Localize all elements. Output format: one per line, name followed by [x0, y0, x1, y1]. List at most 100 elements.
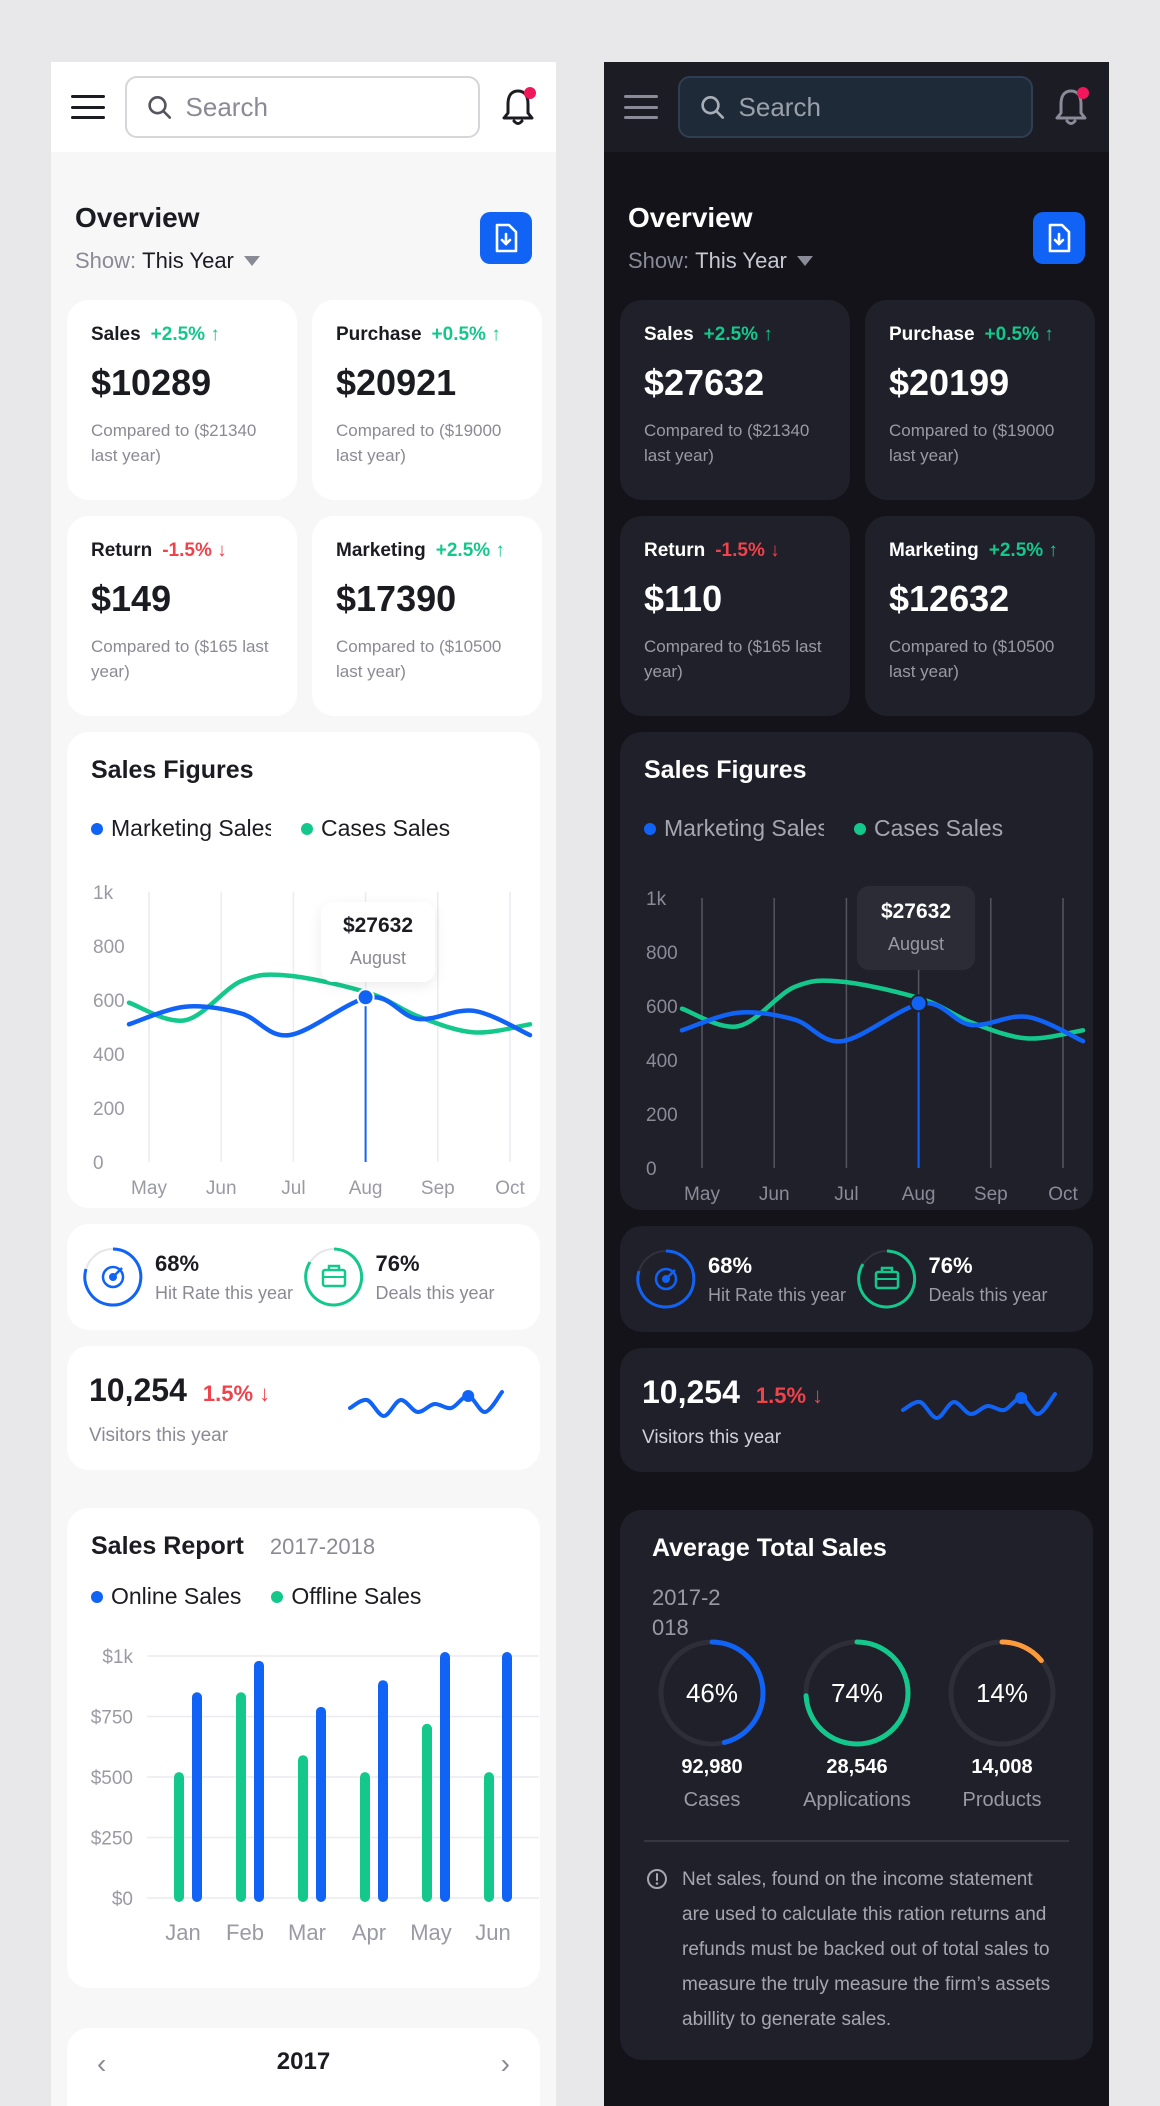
stat-compare: Compared to ($19000 last year): [889, 421, 1055, 465]
average-total-sales-card: Average Total Sales 2017-2018 46% 92,980…: [620, 1510, 1093, 2060]
sales-figures-chart[interactable]: May Jun Jul Aug Sep Oct 0 200 400 600 800 1k: [630, 878, 1088, 1208]
x-tick-label: Apr: [352, 1920, 386, 1945]
visitors-label: Visitors this year: [89, 1425, 229, 1446]
legend-item-cases[interactable]: Cases Sales: [301, 815, 451, 842]
top-bar: [604, 62, 1109, 152]
kpi-hit-rate[interactable]: 68% Hit Rate this year: [636, 1249, 857, 1309]
kpi-percent: 68%: [155, 1250, 200, 1276]
notification-dot: [524, 87, 536, 99]
legend-item-online[interactable]: Online Sales: [91, 1583, 241, 1610]
bar-offline: [360, 1772, 370, 1902]
kpi-deals[interactable]: 76% Deals this year: [303, 1247, 525, 1307]
visitors-change: 1.5% ↓: [202, 1381, 271, 1406]
x-tick-label: Sep: [974, 1184, 1008, 1205]
legend-item-marketing[interactable]: Marketing Sales: [91, 815, 271, 842]
top-bar: [51, 62, 556, 152]
stat-label: Marketing: [336, 540, 426, 561]
search-input[interactable]: [185, 91, 458, 123]
stat-card-purchase[interactable]: Purchase +0.5% ↑ $20921 Compared to ($190…: [312, 300, 542, 500]
x-tick-label: Jul: [281, 1178, 305, 1199]
avg-ring-applications[interactable]: 74% 28,546 Applications: [787, 1638, 927, 1812]
kpi-percent: 76%: [375, 1250, 420, 1276]
x-tick-label: May: [684, 1184, 720, 1205]
stat-card-marketing[interactable]: Marketing +2.5% ↑ $17390 Compared to ($10…: [312, 516, 542, 716]
y-tick-label: $500: [91, 1768, 133, 1789]
sales-figures-chart[interactable]: May Jun Jul Aug Sep Oct 0 200 400 600 800 1k: [77, 872, 535, 1202]
divider: [644, 1840, 1069, 1842]
search-box[interactable]: [125, 76, 480, 138]
page-title: Overview: [628, 202, 753, 233]
stat-card-return[interactable]: Return -1.5% ↓ $110 Compared to ($165 las…: [620, 516, 850, 716]
chart-legend: Online Sales Offline Sales: [91, 1583, 516, 1610]
legend-dot: [301, 822, 313, 835]
calendar-next-button[interactable]: ›: [500, 2048, 510, 2079]
stat-change: +2.5% ↑: [150, 324, 220, 345]
card-title: Sales Report: [91, 1532, 244, 1560]
stat-card-sales[interactable]: Sales +2.5% ↑ $10289 Compared to ($21340 …: [67, 300, 297, 500]
menu-icon[interactable]: [624, 95, 658, 119]
legend-item-cases[interactable]: Cases Sales: [854, 815, 1004, 842]
stat-card-purchase[interactable]: Purchase +0.5% ↑ $20199 Compared to ($190…: [865, 300, 1095, 500]
report-period[interactable]: 2017-2018: [269, 1534, 376, 1559]
calendar-prev-button[interactable]: ‹: [97, 2048, 107, 2079]
stat-card-marketing[interactable]: Marketing +2.5% ↑ $12632 Compared to ($10…: [865, 516, 1095, 716]
ring-progress: [658, 1639, 766, 1747]
caret-down-icon: [796, 256, 813, 266]
visitors-card: 10,254 1.5% ↓ Visitors this year: [620, 1348, 1093, 1472]
y-tick-label: 600: [93, 991, 125, 1012]
avg-ring-products[interactable]: 14% 14,008 Products: [932, 1638, 1072, 1812]
kpi-percent: 68%: [708, 1252, 753, 1278]
visitors-count: 10,254: [642, 1374, 740, 1410]
stat-value: $10289: [91, 362, 212, 403]
legend-dot: [91, 822, 103, 835]
stat-card-return[interactable]: Return -1.5% ↓ $149 Compared to ($165 las…: [67, 516, 297, 716]
export-button[interactable]: [480, 212, 532, 264]
ring-progress: [803, 1639, 911, 1747]
period-label: Show:: [628, 248, 690, 273]
period-selector[interactable]: Show: This Year: [75, 248, 532, 274]
kpi-card: 68% Hit Rate this year 76% Deals this year: [620, 1226, 1093, 1332]
stat-label: Sales: [644, 324, 694, 345]
legend-item-marketing[interactable]: Marketing Sales: [644, 815, 824, 842]
stat-label: Purchase: [889, 324, 975, 345]
visitors-change: 1.5% ↓: [755, 1383, 824, 1408]
export-button[interactable]: [1033, 212, 1085, 264]
avg-label: Products: [962, 1789, 1042, 1811]
search-input[interactable]: [738, 91, 1011, 123]
stat-card-sales[interactable]: Sales +2.5% ↑ $27632 Compared to ($21340 …: [620, 300, 850, 500]
stat-compare: Compared to ($165 last year): [644, 637, 822, 681]
calendar-year: 2017: [276, 2048, 331, 2075]
tooltip-value: $27632: [880, 900, 952, 923]
sales-report-chart[interactable]: $0 $250 $500 $750 $1k Jan Feb Mar Apr May Jun: [77, 1638, 547, 1968]
stats-grid: Sales +2.5% ↑ $27632 Compared to ($21340 …: [604, 300, 1109, 716]
avg-ring-cases[interactable]: 46% 92,980 Cases: [642, 1638, 782, 1812]
menu-icon[interactable]: [71, 95, 105, 119]
notification-bell-icon[interactable]: [1053, 87, 1089, 127]
bar-offline: [422, 1723, 432, 1902]
stat-compare: Compared to ($10500 last year): [336, 637, 502, 681]
ring-percent: 46%: [686, 1678, 738, 1708]
bar-online: [440, 1652, 450, 1902]
series-line-marketing: [679, 1001, 1086, 1044]
kpi-deals[interactable]: 76% Deals this year: [856, 1249, 1078, 1309]
avg-period[interactable]: 2017-2018: [652, 1585, 721, 1640]
bar-online: [254, 1660, 264, 1902]
light-theme-screen: Overview Show: This Year Sales +2.5% ↑ $1…: [51, 62, 556, 2106]
bar-online: [316, 1706, 326, 1902]
kpi-hit-rate[interactable]: 68% Hit Rate this year: [83, 1247, 304, 1307]
stat-change: +0.5% ↑: [984, 324, 1054, 345]
search-box[interactable]: [678, 76, 1033, 138]
notification-bell-icon[interactable]: [500, 87, 536, 127]
y-tick-label: $0: [112, 1889, 133, 1910]
period-selector[interactable]: Show: This Year: [628, 248, 1085, 274]
kpi-label: Deals this year: [375, 1282, 495, 1303]
stat-change: +2.5% ↑: [703, 324, 773, 345]
visitors-count: 10,254: [89, 1372, 187, 1408]
stat-value: $17390: [336, 578, 457, 619]
legend-item-offline[interactable]: Offline Sales: [271, 1583, 421, 1610]
stat-label: Return: [91, 540, 153, 561]
y-tick-label: $250: [91, 1829, 133, 1850]
y-tick-label: $1k: [102, 1647, 133, 1668]
file-download-icon: [1048, 223, 1071, 253]
stat-compare: Compared to ($21340 last year): [644, 421, 810, 465]
